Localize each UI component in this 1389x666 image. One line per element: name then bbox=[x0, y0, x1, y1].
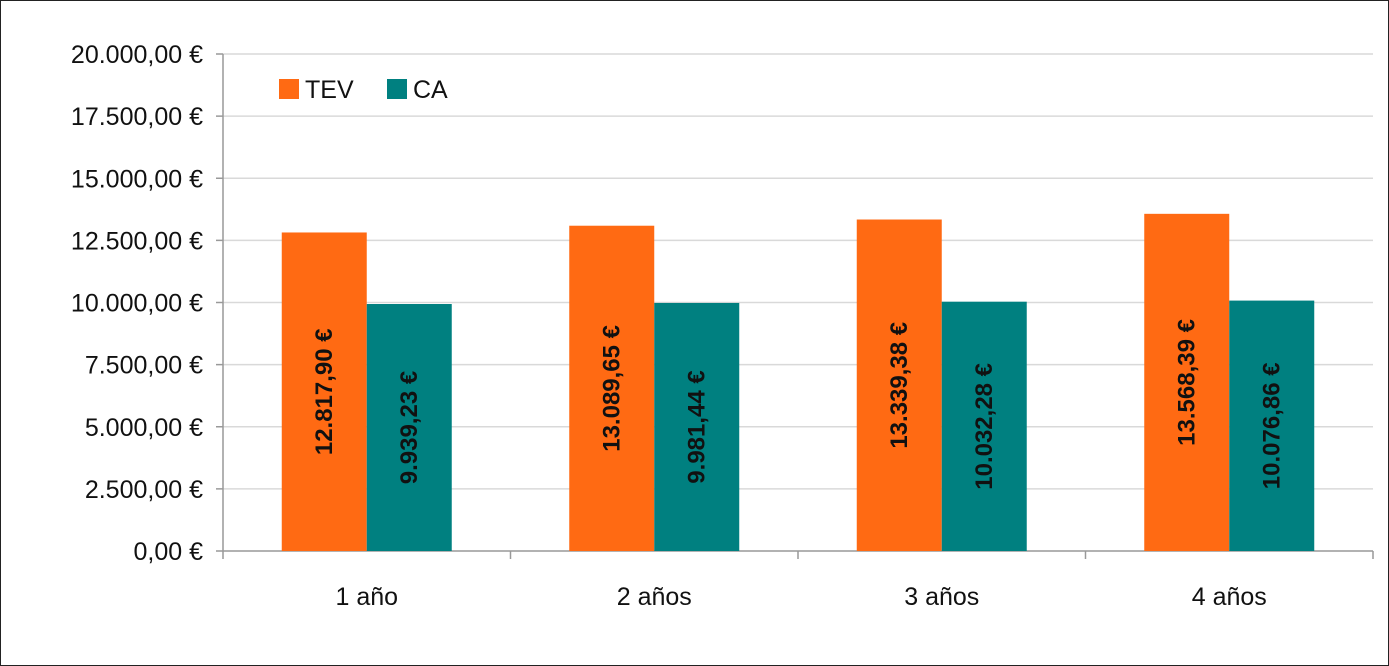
data-label-ca-2: 9.981,44 € bbox=[684, 370, 711, 483]
y-tick-label: 5.000,00 € bbox=[85, 414, 203, 442]
y-tick-label: 0,00 € bbox=[133, 538, 203, 566]
data-label-tev-4: 13.568,39 € bbox=[1174, 319, 1201, 446]
bar-tev-2 bbox=[569, 225, 655, 551]
y-axis-tick-labels: 0,00 € 2.500,00 € 5.000,00 € 7.500,00 € 10.0… bbox=[71, 41, 203, 566]
y-tick-label: 17.500,00 € bbox=[71, 103, 203, 131]
data-labels: 12.817,90 € 9.939,23 € 13.089,65 € 9.981,44… bbox=[311, 319, 1286, 490]
data-label-ca-1: 9.939,23 € bbox=[396, 371, 423, 484]
legend: TEV CA bbox=[279, 76, 448, 104]
x-category-label: 4 años bbox=[1192, 583, 1267, 611]
x-category-label: 2 años bbox=[617, 583, 692, 611]
data-label-tev-3: 13.339,38 € bbox=[886, 322, 913, 449]
bar-tev-4 bbox=[1144, 213, 1230, 552]
y-tick-label: 10.000,00 € bbox=[71, 290, 203, 318]
bars bbox=[281, 213, 1315, 552]
data-label-ca-3: 10.032,28 € bbox=[971, 363, 998, 490]
y-tick-label: 7.500,00 € bbox=[85, 352, 203, 380]
y-tick-label: 20.000,00 € bbox=[71, 41, 203, 69]
y-tick-label: 2.500,00 € bbox=[85, 476, 203, 504]
bar-tev-3 bbox=[856, 219, 942, 551]
data-label-tev-1: 12.817,90 € bbox=[311, 328, 338, 455]
y-tick-label: 12.500,00 € bbox=[71, 227, 203, 255]
bar-ca-3 bbox=[941, 301, 1027, 551]
legend-swatch-tev bbox=[279, 79, 299, 99]
bar-ca-2 bbox=[654, 302, 740, 551]
bar-ca-4 bbox=[1229, 300, 1315, 551]
x-axis-tick-labels: 1 año 2 años 3 años 4 años bbox=[335, 583, 1266, 611]
x-category-label: 3 años bbox=[904, 583, 979, 611]
legend-label-ca: CA bbox=[413, 76, 448, 104]
data-label-tev-2: 13.089,65 € bbox=[599, 325, 626, 452]
bar-tev-1 bbox=[281, 232, 367, 551]
y-tick-label: 15.000,00 € bbox=[71, 165, 203, 193]
legend-label-tev: TEV bbox=[305, 76, 354, 104]
x-category-label: 1 año bbox=[335, 583, 398, 611]
legend-swatch-ca bbox=[387, 79, 407, 99]
data-label-ca-4: 10.076,86 € bbox=[1259, 362, 1286, 489]
bar-ca-1 bbox=[366, 304, 452, 551]
